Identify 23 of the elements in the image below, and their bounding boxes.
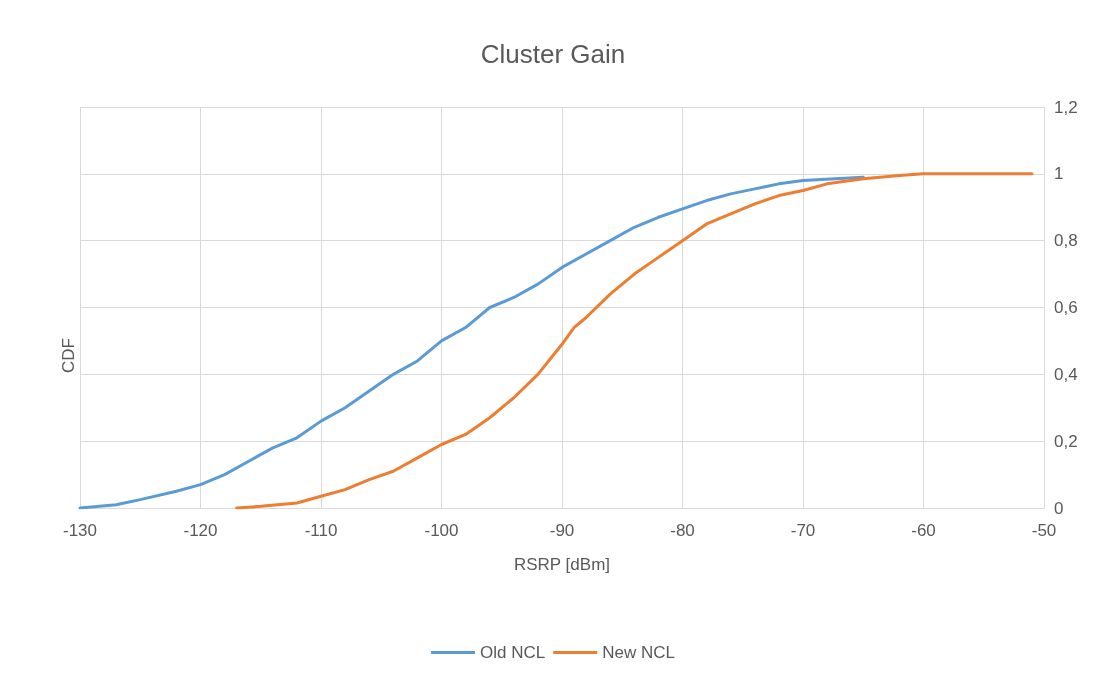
x-tick-label: -60: [911, 521, 936, 540]
x-tick-label: -80: [670, 521, 695, 540]
y-tick-label: 1,2: [1054, 97, 1078, 117]
y-tick-label: 0,8: [1054, 231, 1078, 251]
y-tick-label: 0: [1054, 498, 1064, 518]
y-axis-title: CDF: [59, 337, 78, 373]
x-tick-label: -90: [549, 521, 575, 540]
x-axis-title: RSRP [dBm]: [513, 555, 611, 574]
y-tick-label: 0,6: [1054, 298, 1078, 317]
line-series: [235, 172, 1034, 510]
line-series: [78, 175, 865, 510]
y-tick-label: 0,2: [1054, 431, 1078, 451]
y-tick-label: 1: [1054, 164, 1064, 184]
x-tick-label: -70: [790, 521, 816, 540]
x-tick-label: -110: [304, 521, 338, 540]
x-tick-label: -130: [62, 521, 98, 540]
x-tick-label: -50: [1031, 521, 1057, 540]
legend-label: Old NCL: [480, 643, 546, 662]
y-tick-label: 0,4: [1054, 364, 1078, 384]
legend-label: New NCL: [602, 643, 675, 662]
chart-title: Cluster Gain: [480, 39, 626, 69]
x-tick-label: -120: [183, 521, 218, 540]
x-tick-label: -100: [424, 521, 459, 540]
